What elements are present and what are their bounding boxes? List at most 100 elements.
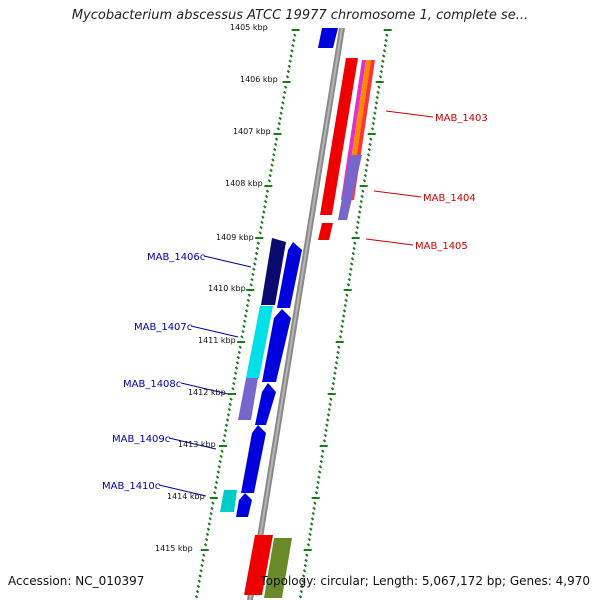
kbp-label: 1410 kbp [208,284,246,293]
right-ruler-tick [365,163,369,167]
right-ruler-tick [322,439,327,443]
left-ruler-tick [250,277,254,282]
map-title: Mycobacterium abscessus ATCC 19977 chrom… [71,8,529,23]
right-ruler-tick [317,470,322,474]
left-ruler-tick [251,272,255,277]
kbp-label: 1406 kbp [240,75,278,84]
gene-mab-1405-block [318,223,333,240]
left-ruler-tick [207,522,211,526]
left-ruler-tick [231,387,235,391]
left-ruler-tick [227,407,231,412]
left-ruler-tick [259,225,263,230]
left-ruler-tick [269,168,273,173]
kbp-label: 1411 kbp [198,336,236,345]
gene-label-mab-1403[interactable]: MAB_1403 [435,113,488,124]
gene-mab-1408c-block [238,378,258,420]
gene-downstream-red [244,535,273,595]
gene-mab-1409c-arrow [241,425,266,493]
left-ruler-tick [206,527,211,531]
left-ruler-tick [249,283,253,287]
right-ruler-tick [338,335,343,339]
right-ruler-tick [356,220,360,225]
gene-label-leaders [158,110,434,497]
right-ruler-tick [312,506,316,511]
left-ruler-tick [204,537,209,542]
right-ruler-tick [330,387,335,391]
gene-mab-1406c-block [261,238,286,305]
left-ruler-tick [267,179,271,183]
right-ruler-tick [334,361,339,365]
left-ruler-tick [288,59,292,63]
right-ruler-tick [300,584,304,589]
gene-downstream-olive [264,538,292,598]
left-ruler-tick [245,303,250,308]
right-ruler-tick [345,293,349,297]
left-ruler-tick [233,371,238,375]
gene-mab-1406c-arrow [277,242,302,308]
gene-label-mab-1408c[interactable]: MAB_1408c [123,379,181,390]
right-ruler-tick [382,49,387,53]
right-ruler-tick [298,595,303,599]
gene-label-mab-1404[interactable]: MAB_1404 [423,193,476,204]
right-ruler-tick [337,345,341,349]
left-ruler-tick [253,262,257,266]
left-ruler-tick [224,423,229,427]
right-ruler-tick [364,168,368,173]
right-ruler-tick [349,262,354,266]
left-ruler-tick [243,314,248,318]
right-ruler-tick [381,54,386,58]
gene-label-mab-1406c[interactable]: MAB_1406c [147,252,205,263]
right-ruler-tick [321,449,325,453]
left-ruler-tick [265,189,270,193]
left-ruler-tick [272,153,276,157]
left-ruler-tick [236,355,241,360]
left-ruler-tick [203,543,208,547]
right-ruler-tick [331,381,335,386]
left-ruler-tick [213,485,218,490]
gene-mab-1403-block [320,58,358,215]
left-ruler-tick [274,137,279,141]
left-ruler-tick [194,595,199,599]
left-ruler-tick [232,381,236,386]
gene-label-mab-1409c[interactable]: MAB_1409c [112,434,170,445]
left-ruler-tick [228,402,232,407]
right-ruler-tick [358,205,363,209]
right-ruler-tick [328,402,332,407]
right-ruler-tick [305,553,309,557]
left-ruler-tick [283,90,287,95]
left-ruler-tick [195,589,200,594]
right-ruler-tick [355,225,359,230]
right-ruler-tick [325,418,330,422]
right-ruler-tick [341,319,345,323]
right-ruler-tick [308,532,312,537]
gene-mab-1404-block [338,155,362,220]
right-ruler-tick [339,329,343,334]
left-ruler-tick [210,506,214,511]
left-ruler-tick [263,199,268,204]
right-ruler-tick [367,147,371,152]
right-ruler-tick [365,158,370,162]
left-ruler-tick [243,319,247,323]
right-ruler-tick [374,101,379,105]
gene-label-mab-1405[interactable]: MAB_1405 [415,241,468,252]
right-ruler-tick [373,111,377,115]
left-ruler-tick [292,38,296,43]
right-ruler-tick [306,543,311,547]
right-ruler-tick [326,413,331,417]
right-ruler-tick [332,376,336,381]
right-ruler-tick [342,309,347,313]
right-ruler-tick [310,517,315,521]
right-ruler-tick [309,522,314,526]
left-ruler-tick [240,335,244,339]
left-ruler-tick [209,511,213,516]
gene-label-mab-1407c[interactable]: MAB_1407c [134,322,192,333]
right-ruler-tick [380,64,384,69]
left-ruler-tick [258,231,262,235]
ticks-group [194,29,392,599]
right-ruler-tick [346,283,351,287]
left-ruler-tick [273,147,277,152]
right-ruler-tick [304,558,308,563]
gene-label-mab-1410c[interactable]: MAB_1410c [102,481,160,492]
left-ruler-tick [211,501,215,505]
left-ruler-tick [293,33,297,37]
